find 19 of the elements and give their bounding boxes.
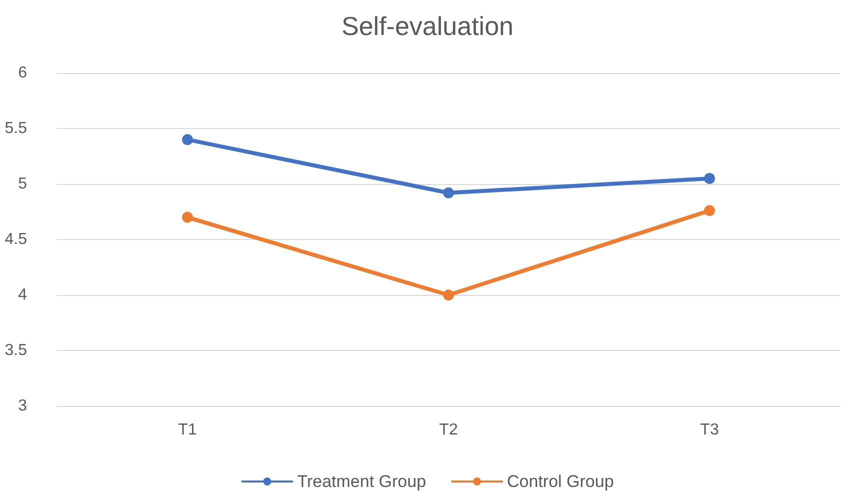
- chart-title: Self-evaluation: [342, 11, 514, 41]
- point: [182, 212, 193, 223]
- y-tick-label: 3.5: [4, 342, 28, 359]
- y-tick-label: 5: [18, 176, 28, 192]
- y-tick-label: 6: [18, 64, 28, 82]
- point: [443, 187, 454, 198]
- point: [704, 172, 715, 184]
- y-tick-label: 4: [18, 286, 28, 304]
- point: [443, 290, 454, 300]
- point: [704, 205, 715, 216]
- y-tick-label: 5.5: [4, 120, 28, 137]
- y-tick-label: 3: [18, 398, 28, 414]
- point: [182, 134, 193, 146]
- y-tick-label: 4.5: [4, 231, 28, 248]
- x-tick-label: T3: [700, 422, 719, 438]
- x-tick-label: T2: [439, 422, 458, 438]
- legend-label: Treatment Group: [297, 472, 426, 491]
- legend-label: Control Group: [507, 472, 614, 491]
- x-tick-label: T1: [178, 422, 197, 438]
